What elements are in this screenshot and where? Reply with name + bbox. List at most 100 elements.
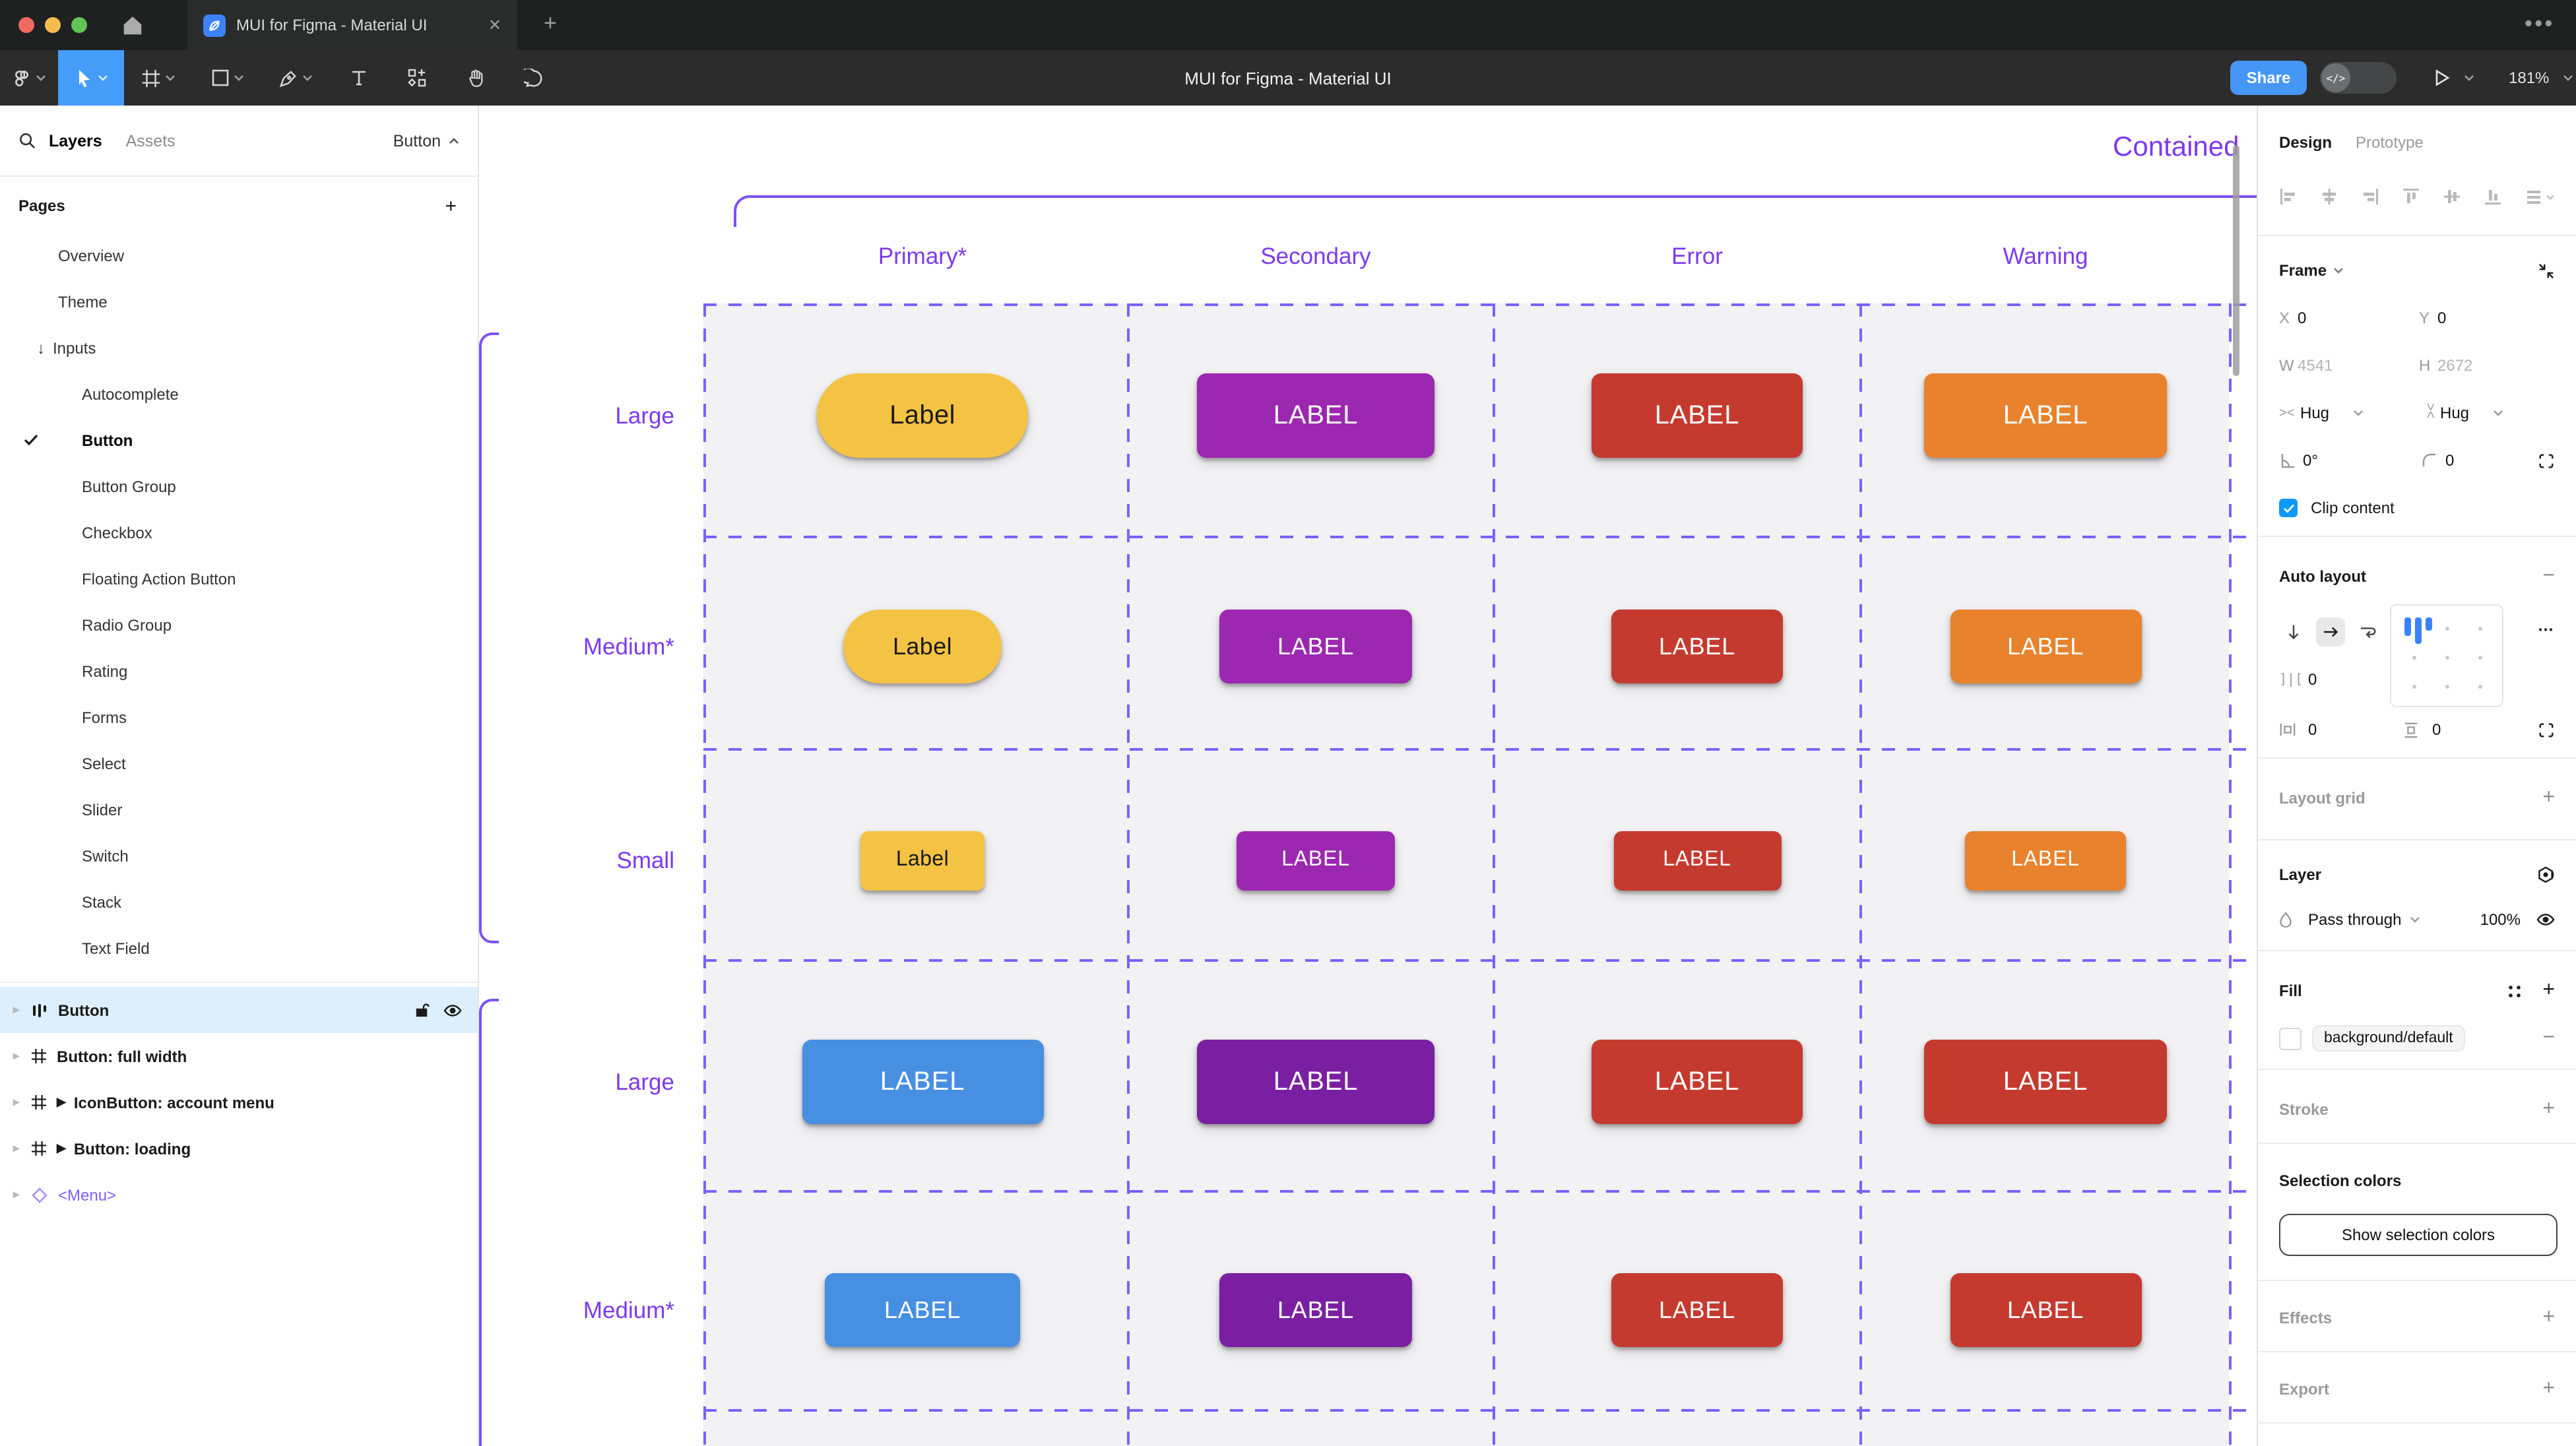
- page-item-inputs[interactable]: ↓ Inputs: [37, 338, 96, 357]
- chevron-down-icon[interactable]: [2464, 74, 2474, 82]
- tab-assets[interactable]: Assets: [125, 131, 176, 150]
- tab-layers[interactable]: Layers: [49, 131, 102, 150]
- y-input[interactable]: 0: [2437, 309, 2447, 327]
- frame-title[interactable]: Frame: [2279, 261, 2327, 280]
- window-more-icon[interactable]: •••: [2525, 13, 2555, 36]
- fill-token[interactable]: background/default: [2312, 1025, 2465, 1052]
- present-icon[interactable]: [2433, 69, 2451, 87]
- page-item-switch[interactable]: Switch: [82, 846, 129, 865]
- zoom-level[interactable]: 181%: [2509, 69, 2550, 87]
- page-item-slider[interactable]: Slider: [82, 800, 123, 819]
- eye-icon[interactable]: [443, 1003, 462, 1017]
- layer-row-button-loading[interactable]: ▸ ▶ Button: loading: [13, 1139, 191, 1158]
- w-input[interactable]: 4541: [2298, 356, 2333, 375]
- alignment-matrix[interactable]: [2390, 604, 2503, 707]
- chevron-down-icon[interactable]: [2333, 267, 2344, 274]
- chevron-down-icon[interactable]: [2562, 74, 2573, 82]
- button-contained-secondary-small[interactable]: LABEL: [1237, 831, 1395, 890]
- button-contained-error-small[interactable]: LABEL: [1613, 831, 1781, 890]
- canvas[interactable]: Contained Primary* Secondary Error Warni…: [479, 106, 2257, 1446]
- comment-tool-button[interactable]: [504, 50, 562, 106]
- blend-mode-icon[interactable]: [2536, 865, 2555, 884]
- wrap-icon[interactable]: [2353, 617, 2382, 646]
- add-layout-grid-icon[interactable]: +: [2542, 786, 2555, 809]
- chevron-up-icon[interactable]: [449, 137, 459, 144]
- corner-radius-input[interactable]: 0: [2445, 451, 2455, 470]
- add-effect-icon[interactable]: +: [2542, 1306, 2555, 1329]
- page-item-text-field[interactable]: Text Field: [82, 939, 150, 957]
- unlock-icon[interactable]: [414, 1002, 430, 1018]
- opacity-input[interactable]: 100%: [2480, 910, 2521, 929]
- align-top-icon[interactable]: [2402, 187, 2420, 206]
- add-stroke-icon[interactable]: +: [2542, 1098, 2555, 1120]
- direction-vertical-icon[interactable]: [2279, 617, 2308, 646]
- rotation-input[interactable]: 0°: [2303, 451, 2318, 470]
- main-menu-button[interactable]: [0, 50, 58, 106]
- direction-horizontal-icon[interactable]: [2316, 617, 2345, 646]
- disclosure-icon[interactable]: ▸: [13, 1049, 20, 1062]
- clip-content-checkbox[interactable]: [2279, 499, 2298, 517]
- disclosure-icon[interactable]: ▸: [13, 1187, 20, 1201]
- chevron-down-icon[interactable]: [2493, 409, 2503, 417]
- gap-input[interactable]: 0: [2308, 670, 2317, 689]
- auto-layout-more-icon[interactable]: ⋯: [2538, 620, 2555, 639]
- zoom-window-button[interactable]: [71, 17, 87, 33]
- hug-vertical-select[interactable]: Hug: [2440, 404, 2470, 422]
- align-bottom-icon[interactable]: [2484, 187, 2502, 206]
- pen-tool-button[interactable]: [261, 50, 330, 106]
- home-icon[interactable]: [121, 14, 144, 36]
- button-default-secondary-large[interactable]: LABEL: [1197, 1040, 1434, 1124]
- align-right-icon[interactable]: [2361, 187, 2379, 206]
- page-item-button-group[interactable]: Button Group: [82, 477, 176, 495]
- add-fill-icon[interactable]: +: [2542, 979, 2555, 1001]
- chevron-down-icon[interactable]: [2353, 409, 2419, 417]
- layer-row-iconbutton-account-menu[interactable]: ▸ ▶ IconButton: account menu: [13, 1093, 274, 1112]
- hug-horizontal-select[interactable]: Hug: [2300, 404, 2330, 422]
- button-contained-primary-medium[interactable]: Label: [843, 610, 1002, 683]
- button-contained-error-medium[interactable]: LABEL: [1611, 610, 1783, 683]
- button-default-error-medium[interactable]: LABEL: [1611, 1273, 1783, 1347]
- share-button[interactable]: Share: [2230, 61, 2307, 95]
- page-item-rating[interactable]: Rating: [82, 662, 128, 680]
- add-export-icon[interactable]: +: [2542, 1377, 2555, 1400]
- align-h-center-icon[interactable]: [2320, 187, 2338, 206]
- page-item-radio-group[interactable]: Radio Group: [82, 615, 172, 634]
- tab-design[interactable]: Design: [2279, 133, 2333, 152]
- button-contained-error-large[interactable]: LABEL: [1592, 373, 1803, 458]
- resources-tool-button[interactable]: [388, 50, 446, 106]
- styles-icon[interactable]: [2507, 984, 2521, 998]
- button-contained-secondary-medium[interactable]: LABEL: [1219, 610, 1412, 683]
- disclosure-icon[interactable]: ▸: [13, 1003, 20, 1016]
- page-item-overview[interactable]: Overview: [58, 246, 125, 265]
- eye-icon[interactable]: [2536, 913, 2555, 926]
- page-item-select[interactable]: Select: [82, 754, 126, 772]
- button-contained-warning-small[interactable]: LABEL: [1965, 831, 2126, 890]
- button-default-warning-large[interactable]: LABEL: [1924, 1040, 2167, 1124]
- page-item-button[interactable]: Button: [0, 417, 478, 463]
- h-input[interactable]: 2672: [2437, 356, 2473, 375]
- button-contained-primary-small[interactable]: Label: [860, 831, 984, 890]
- button-contained-primary-large[interactable]: Label: [817, 373, 1028, 458]
- vertical-padding-input[interactable]: 0: [2432, 720, 2441, 739]
- button-contained-secondary-large[interactable]: LABEL: [1197, 373, 1434, 458]
- x-input[interactable]: 0: [2298, 309, 2307, 327]
- new-tab-icon[interactable]: +: [544, 11, 557, 36]
- collapse-icon[interactable]: [2538, 262, 2555, 279]
- independent-corners-icon[interactable]: [2538, 452, 2555, 469]
- align-v-center-icon[interactable]: [2443, 187, 2461, 206]
- page-item-theme[interactable]: Theme: [58, 292, 108, 311]
- page-item-autocomplete[interactable]: Autocomplete: [82, 385, 179, 403]
- page-item-forms[interactable]: Forms: [82, 708, 127, 726]
- frame-tool-button[interactable]: [124, 50, 193, 106]
- page-item-fab[interactable]: Floating Action Button: [82, 569, 236, 588]
- button-default-primary-medium[interactable]: LABEL: [825, 1273, 1020, 1347]
- show-selection-colors-button[interactable]: Show selection colors: [2279, 1214, 2558, 1256]
- shape-tool-button[interactable]: [193, 50, 261, 106]
- remove-fill-icon[interactable]: −: [2542, 1026, 2555, 1049]
- individual-padding-icon[interactable]: [2538, 721, 2555, 738]
- layer-row-menu-instance[interactable]: ▸ <Menu>: [13, 1185, 117, 1204]
- minimize-window-button[interactable]: [45, 17, 61, 33]
- close-window-button[interactable]: [18, 17, 34, 33]
- horizontal-padding-input[interactable]: 0: [2308, 720, 2317, 739]
- tab-prototype[interactable]: Prototype: [2356, 133, 2424, 152]
